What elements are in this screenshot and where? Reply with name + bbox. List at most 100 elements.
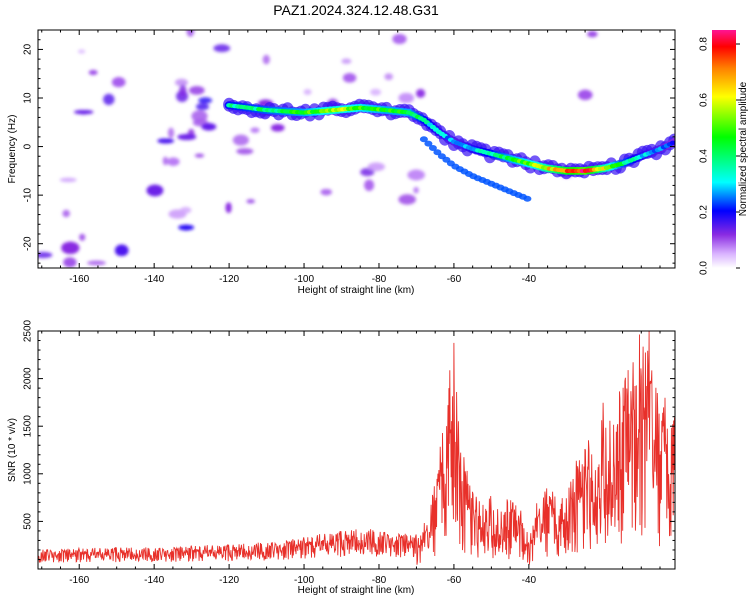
heatmap-cell xyxy=(384,73,394,81)
heatmap-cell xyxy=(416,89,425,98)
heatmap-cell xyxy=(180,206,192,214)
colorbar-tick-label: 0.6 xyxy=(699,93,710,107)
heatmap-cell xyxy=(87,260,106,266)
heatmap-cell xyxy=(162,156,168,166)
x-tick-label: -100 xyxy=(294,274,314,285)
colorbar-label: Normalized spectral amplitude xyxy=(738,81,749,216)
x-tick-label: -120 xyxy=(219,575,239,586)
spectrogram-background xyxy=(38,30,675,268)
heatmap-cell xyxy=(189,86,205,95)
heatmap-cell xyxy=(103,93,115,106)
x-tick-label: -40 xyxy=(522,575,537,586)
snr-y-axis-label: SNR (10 * v/v) xyxy=(7,418,18,482)
heatmap-cell xyxy=(115,244,129,256)
heatmap-cell xyxy=(250,127,260,133)
heatmap-cell xyxy=(178,224,194,231)
ridge-branch xyxy=(433,149,442,156)
heatmap-cell xyxy=(320,189,332,196)
snr-x-axis: -160 -140 -120 -100 -80 -60 -40 xyxy=(41,331,661,586)
y-tick-label: 2000 xyxy=(23,367,34,390)
colorbar: 0.0 0.2 0.4 0.6 0.8 Normalized spectral ampl… xyxy=(699,30,749,275)
heatmap-cell xyxy=(398,93,414,103)
heatmap-cell xyxy=(177,134,197,140)
figure-title: PAZ1.2024.324.12.48.G31 xyxy=(273,2,439,18)
heatmap-cell xyxy=(62,209,70,218)
spectrogram-x-axis: -160 -140 -120 -100 -80 -60 -40 xyxy=(41,30,661,285)
snr-frame xyxy=(37,330,676,570)
spectrogram-y-axis: -20 -10 0 10 20 xyxy=(23,29,675,264)
heatmap-cell xyxy=(341,58,352,64)
heatmap-cell xyxy=(79,233,86,241)
heatmap-cell xyxy=(167,157,180,166)
x-tick-label: -120 xyxy=(219,274,239,285)
y-tick-label: 2500 xyxy=(23,319,34,342)
heatmap-cell xyxy=(413,187,419,194)
colorbar-tick-label: 0.0 xyxy=(699,261,710,275)
heatmap-cell xyxy=(303,89,312,95)
colorbar-tick-label: 0.8 xyxy=(699,37,710,51)
x-tick-label: -160 xyxy=(69,575,89,586)
heatmap-cell xyxy=(196,103,209,111)
heatmap-cell xyxy=(63,257,77,268)
y-tick-label: -10 xyxy=(23,187,34,202)
snr-y-axis: 500 1000 1500 2000 2500 xyxy=(23,319,675,570)
heatmap-cell xyxy=(343,73,357,83)
spectrogram-noise-layer xyxy=(38,30,598,268)
spectrogram-ridge-layer xyxy=(223,97,675,202)
x-tick-label: -60 xyxy=(447,575,462,586)
heatmap-cell xyxy=(213,44,231,53)
heatmap-cell xyxy=(194,153,205,158)
ridge-branch xyxy=(428,145,437,151)
heatmap-cell xyxy=(201,123,217,131)
heatmap-cell xyxy=(370,88,382,96)
heatmap-cell xyxy=(38,251,53,259)
colorbar-tick-label: 0.4 xyxy=(699,149,710,163)
heatmap-cell xyxy=(271,124,285,132)
x-tick-label: -80 xyxy=(372,575,387,586)
heatmap-cell xyxy=(112,77,126,88)
heatmap-cell xyxy=(398,194,417,205)
heatmap-cell xyxy=(198,97,213,104)
heatmap-cell xyxy=(232,134,249,146)
snr-series-layer xyxy=(38,331,675,565)
ridge-branch xyxy=(424,140,433,147)
heatmap-cell xyxy=(262,54,270,65)
colorbar-axis: 0.0 0.2 0.4 0.6 0.8 xyxy=(699,37,740,275)
heatmap-cell xyxy=(186,30,195,37)
colorbar-tick-label: 0.2 xyxy=(699,205,710,219)
heatmap-cell xyxy=(236,148,254,155)
y-tick-label: 500 xyxy=(23,513,34,530)
snr-series-line xyxy=(38,331,675,565)
ridge-branch xyxy=(419,136,428,143)
ridge-branch xyxy=(523,195,532,202)
y-tick-label: 1500 xyxy=(23,415,34,438)
y-tick-label: 1000 xyxy=(23,462,34,485)
heatmap-cell xyxy=(367,162,385,172)
spectrogram-x-axis-label: Height of straight line (km) xyxy=(298,285,415,296)
ridge-core xyxy=(669,140,675,145)
snr-panel: -160 -140 -120 -100 -80 -60 -40 500 1000 1500 200… xyxy=(7,319,676,596)
heatmap-cell xyxy=(61,241,80,254)
spectrogram-frame xyxy=(37,29,676,269)
x-tick-label: -40 xyxy=(522,274,537,285)
y-tick-label: -20 xyxy=(23,236,34,251)
colorbar-gradient xyxy=(712,30,736,268)
x-tick-label: -140 xyxy=(144,575,164,586)
heatmap-cell xyxy=(246,199,255,204)
y-tick-label: 20 xyxy=(23,43,34,55)
heatmap-cell xyxy=(225,202,232,213)
heatmap-cell xyxy=(407,169,425,181)
heatmap-cell xyxy=(77,49,86,54)
snr-x-axis-label: Height of straight line (km) xyxy=(298,585,415,596)
spectrogram-y-axis-label: Frequency (Hz) xyxy=(7,115,18,184)
heatmap-cell xyxy=(167,127,175,139)
heatmap-cell xyxy=(74,110,94,115)
heatmap-cell xyxy=(59,177,77,183)
heatmap-cell xyxy=(146,184,164,197)
heatmap-cell xyxy=(392,34,407,44)
x-tick-label: -100 xyxy=(294,575,314,586)
heatmap-cell xyxy=(175,78,188,87)
